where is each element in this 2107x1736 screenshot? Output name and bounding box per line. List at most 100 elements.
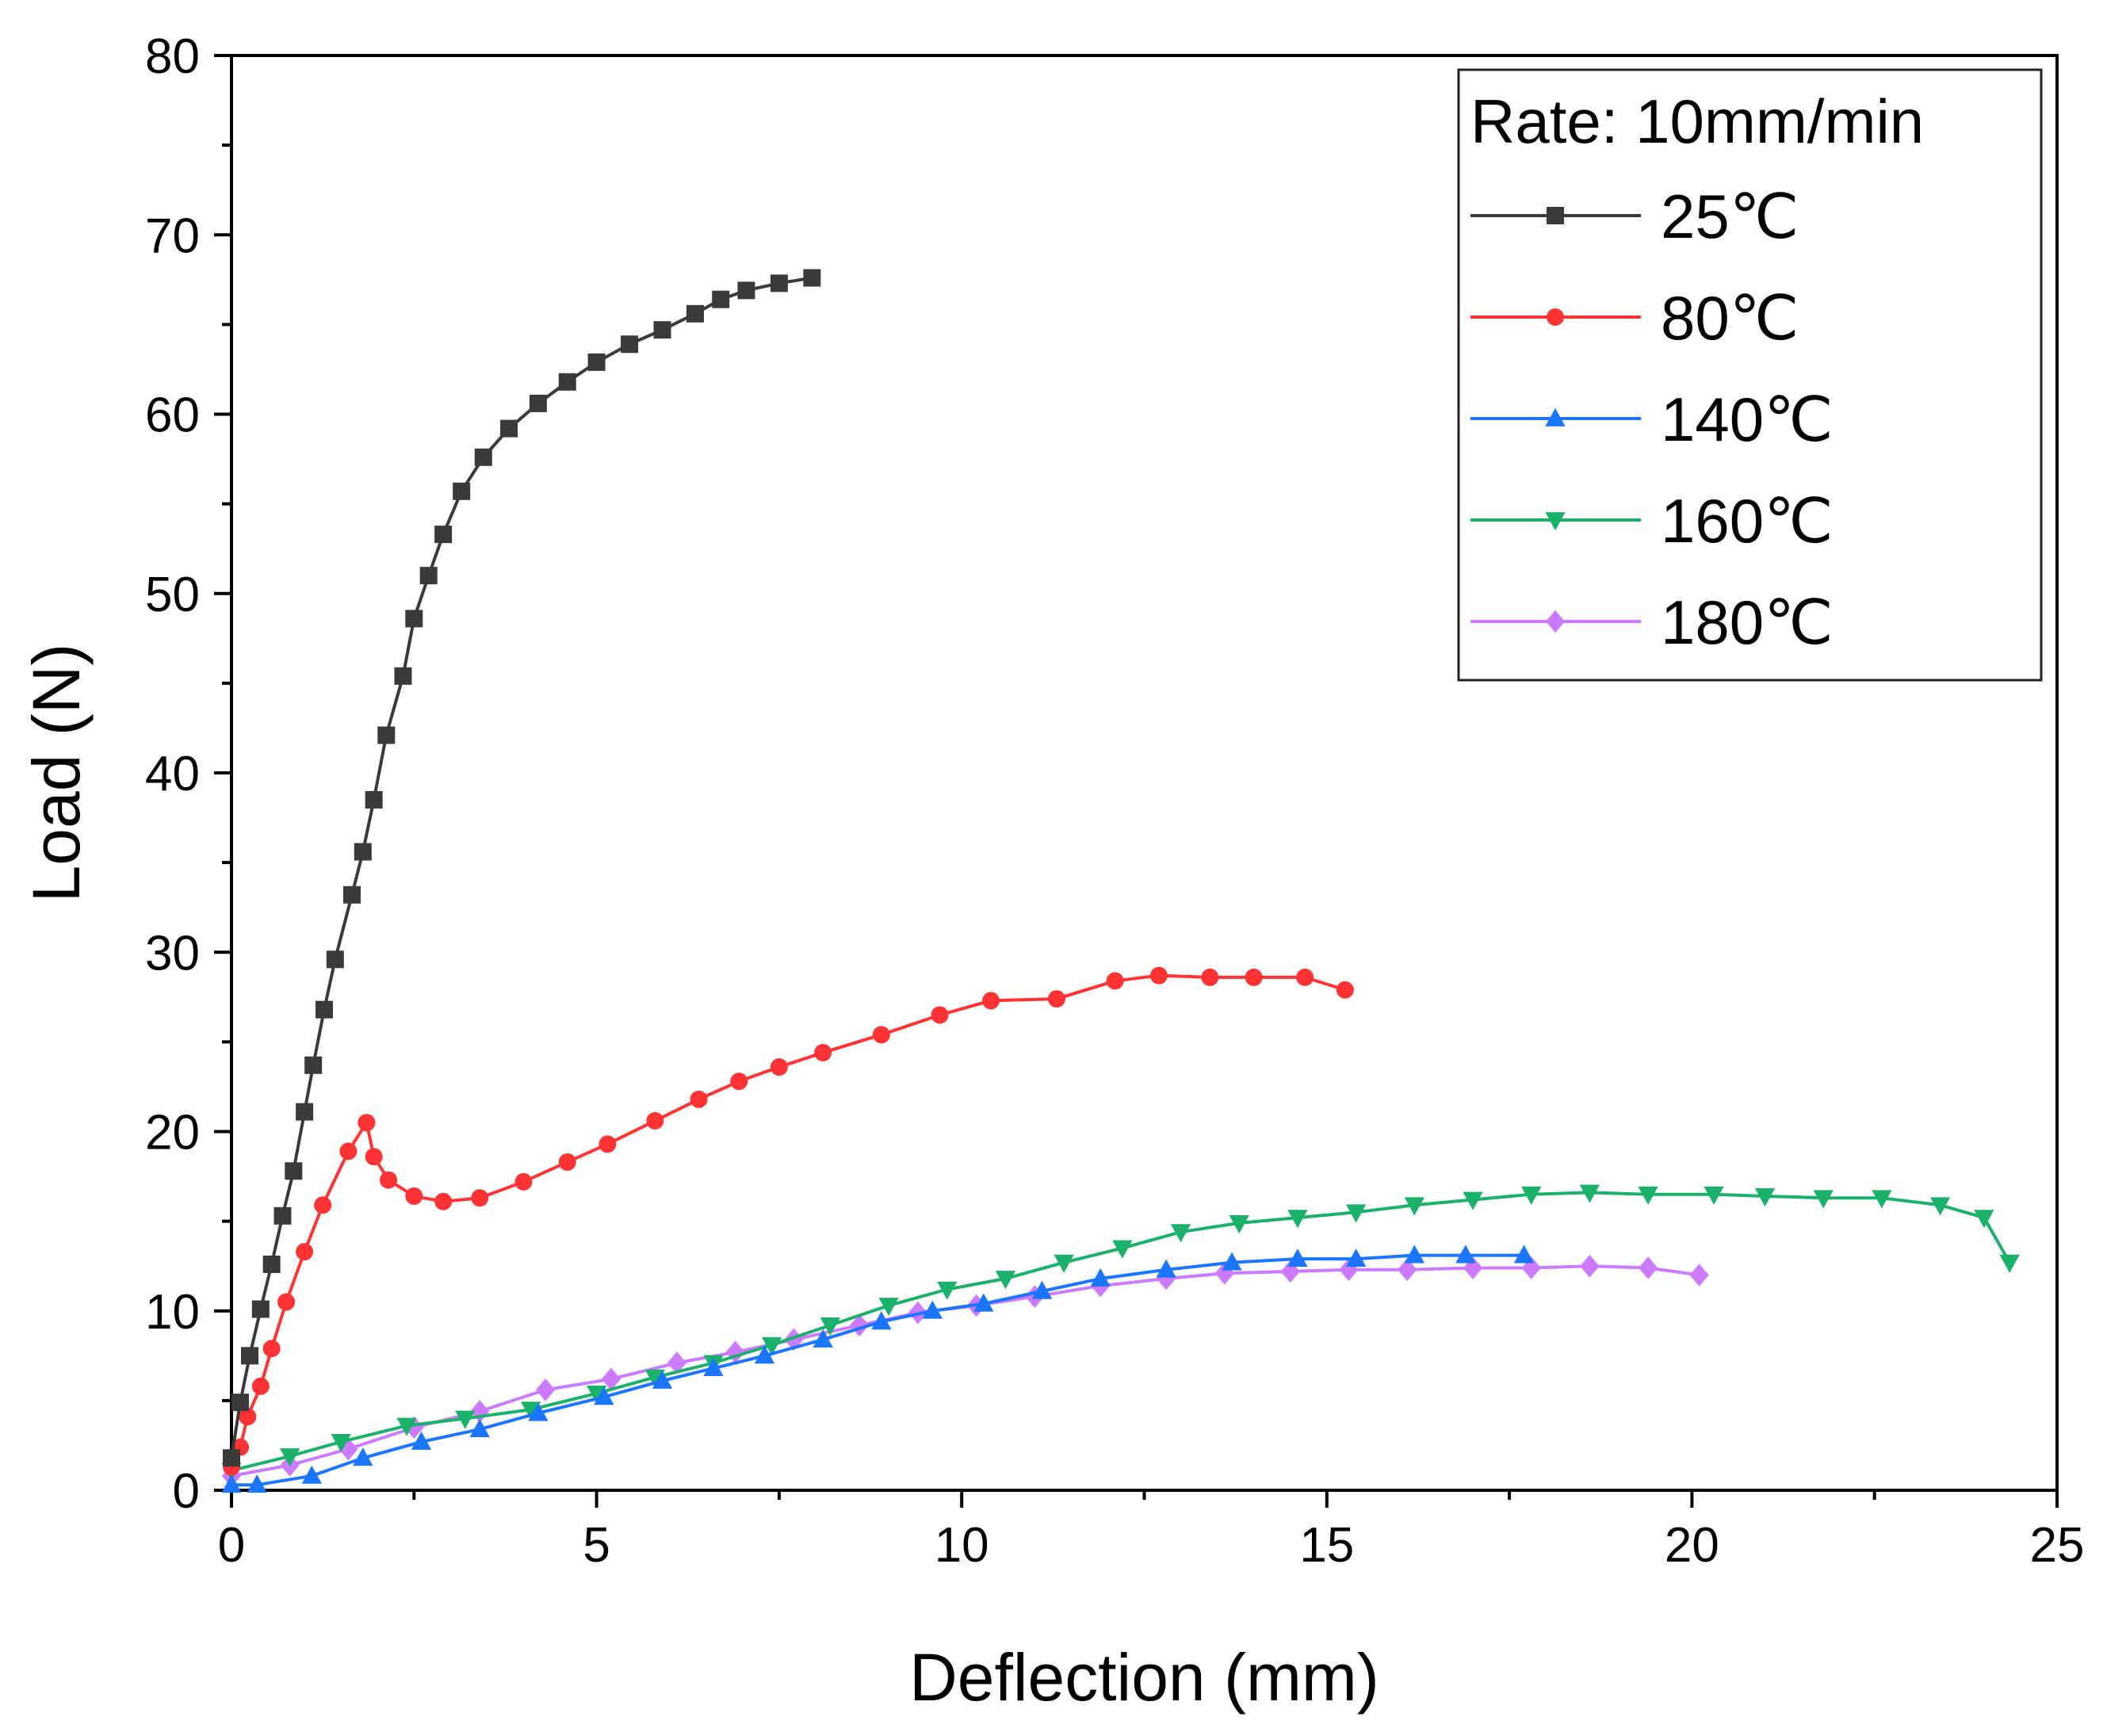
x-tick-label: 25 [2030, 1518, 2085, 1573]
data-point [1149, 966, 1168, 985]
data-point [1521, 1186, 1542, 1205]
data-point [239, 1408, 257, 1426]
data-point [1229, 1214, 1249, 1234]
data-point [982, 992, 1000, 1010]
x-tick-label: 10 [935, 1518, 989, 1573]
data-point [1974, 1210, 1994, 1229]
y-tick-label: 70 [145, 208, 200, 263]
data-point [653, 321, 671, 339]
data-point [1170, 1224, 1191, 1243]
legend-marker [1545, 407, 1566, 426]
data-point [601, 1367, 621, 1391]
data-point [331, 1434, 351, 1453]
data-point [394, 667, 412, 685]
data-point [1296, 968, 1314, 986]
data-point [814, 1043, 832, 1061]
data-point [712, 290, 730, 308]
data-point [251, 1377, 270, 1395]
data-point [937, 1281, 958, 1300]
y-tick-label: 40 [145, 747, 200, 801]
data-point [358, 1114, 376, 1132]
data-point [500, 419, 518, 438]
data-point [586, 1385, 607, 1405]
data-point [434, 526, 453, 544]
data-point [754, 1345, 775, 1364]
data-point [419, 567, 438, 585]
data-point [342, 885, 361, 904]
data-point [434, 1192, 453, 1210]
y-tick-label: 60 [145, 388, 200, 443]
x-tick-label: 5 [583, 1518, 610, 1573]
data-point [1404, 1197, 1424, 1216]
data-point [820, 1317, 841, 1336]
data-point [396, 1417, 417, 1436]
data-point [528, 1402, 549, 1421]
x-tick-label: 0 [218, 1518, 245, 1573]
data-point [405, 1187, 423, 1205]
y-tick-label: 50 [145, 568, 200, 622]
legend-label: 25℃ [1661, 182, 1799, 251]
series-layer [221, 269, 2020, 1493]
data-point [1639, 1256, 1658, 1279]
data-point [558, 373, 576, 391]
data-point [296, 1243, 314, 1261]
legend-marker [1547, 308, 1564, 326]
data-point [1999, 1254, 2020, 1273]
data-point [1463, 1191, 1483, 1210]
data-point [241, 1347, 259, 1365]
data-point [223, 1449, 240, 1467]
data-point [353, 1447, 373, 1466]
data-point [1287, 1210, 1308, 1229]
data-point [1689, 1264, 1709, 1287]
data-point [762, 1336, 782, 1356]
data-point [1455, 1245, 1476, 1264]
data-point [770, 1058, 788, 1076]
x-tick-label: 20 [1665, 1518, 1719, 1573]
legend-marker [1545, 610, 1566, 633]
data-point [784, 1328, 804, 1352]
series-line [231, 1253, 1524, 1487]
series-3 [221, 1184, 2020, 1482]
data-point [296, 1103, 314, 1121]
data-point [1872, 1190, 1892, 1209]
data-point [455, 1410, 476, 1429]
data-point [872, 1026, 890, 1044]
data-point [730, 1073, 748, 1091]
data-point [1222, 1252, 1242, 1271]
data-point [667, 1352, 687, 1375]
legend-label: 80℃ [1661, 283, 1799, 353]
data-point [1398, 1258, 1417, 1282]
y-axis-title: Load (N) [19, 644, 94, 903]
data-point [1201, 968, 1219, 986]
data-point [262, 1255, 281, 1273]
data-point [1580, 1254, 1600, 1278]
data-point [1336, 981, 1354, 999]
data-point [1404, 1245, 1424, 1264]
data-point [301, 1465, 322, 1484]
data-point [1090, 1268, 1111, 1287]
data-point [231, 1394, 250, 1412]
data-point [1579, 1184, 1600, 1203]
y-tick-label: 20 [145, 1106, 200, 1161]
data-point [326, 950, 344, 969]
series-line [230, 973, 1346, 1468]
data-point [247, 1474, 267, 1493]
data-point [594, 1386, 614, 1405]
data-point [922, 1300, 943, 1319]
legend-label: 140℃ [1661, 384, 1834, 454]
data-point [1704, 1186, 1724, 1205]
series-0 [223, 269, 821, 1467]
data-point [644, 1369, 665, 1388]
data-point [277, 1293, 296, 1311]
data-point [803, 269, 821, 287]
data-point [285, 1162, 303, 1180]
data-point [813, 1329, 833, 1348]
data-point [646, 1111, 664, 1130]
data-point [1156, 1259, 1176, 1278]
series-line [231, 1264, 1700, 1478]
series-line [230, 276, 813, 1459]
data-point [339, 1142, 358, 1161]
legend-marker [1545, 512, 1566, 531]
data-point [315, 1000, 333, 1019]
